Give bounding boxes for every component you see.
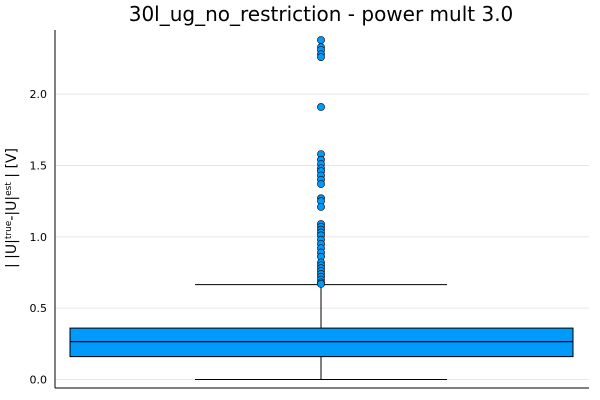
y-tick-label: 2.0 <box>30 88 48 101</box>
outlier-point <box>317 103 325 111</box>
y-tick-label: 1.0 <box>30 231 48 244</box>
outlier-point <box>317 180 325 188</box>
box-series <box>69 284 574 380</box>
y-tick-label: 0.0 <box>30 373 48 386</box>
outlier-point <box>317 36 325 44</box>
y-tick-label: 1.5 <box>30 159 48 172</box>
ylabel-prefix: | |U| <box>4 239 20 268</box>
y-tick-labels: 0.0 0.5 1.0 1.5 2.0 <box>30 88 48 386</box>
y-tick-label: 0.5 <box>30 302 48 315</box>
outlier-point <box>317 279 325 288</box>
ylabel-middle: -|U| <box>4 196 20 221</box>
chart-title: 30l_ug_no_restriction - power mult 3.0 <box>129 2 514 26</box>
ylabel-suffix: | [V] <box>4 148 20 182</box>
outlier-point <box>317 53 325 61</box>
y-axis-label: | |U|true-|U|est | [V] <box>4 148 20 268</box>
iqr-box <box>69 327 574 358</box>
outlier-point <box>317 202 325 211</box>
ylabel-sup-est: est <box>4 182 14 196</box>
ylabel-sup-true: true <box>4 220 14 239</box>
outlier-points <box>317 36 325 288</box>
